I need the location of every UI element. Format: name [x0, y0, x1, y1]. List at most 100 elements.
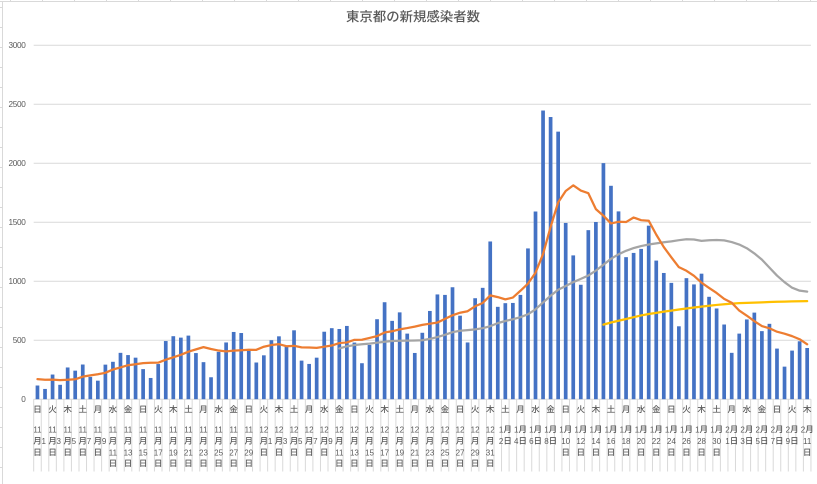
svg-text:18: 18 [622, 437, 631, 446]
svg-text:1: 1 [574, 425, 579, 434]
svg-text:4: 4 [514, 437, 519, 446]
svg-text:14: 14 [591, 437, 600, 446]
svg-text:12: 12 [425, 425, 434, 434]
svg-text:6: 6 [529, 437, 534, 446]
svg-text:9: 9 [786, 437, 791, 446]
svg-text:12: 12 [441, 425, 450, 434]
svg-text:29: 29 [244, 448, 253, 457]
svg-text:11: 11 [139, 425, 148, 434]
svg-text:2: 2 [740, 425, 745, 434]
svg-text:11: 11 [245, 425, 254, 434]
svg-text:19: 19 [395, 448, 404, 457]
svg-text:1: 1 [665, 425, 670, 434]
svg-text:1500: 1500 [8, 218, 26, 227]
svg-text:500: 500 [13, 336, 27, 345]
svg-text:16: 16 [607, 437, 616, 446]
svg-text:5: 5 [298, 437, 303, 446]
svg-text:11: 11 [109, 448, 118, 457]
svg-text:11: 11 [79, 425, 88, 434]
svg-text:3: 3 [283, 437, 288, 446]
svg-text:15: 15 [365, 448, 374, 457]
svg-text:11: 11 [230, 425, 239, 434]
svg-text:2: 2 [771, 425, 776, 434]
svg-text:7: 7 [771, 437, 776, 446]
svg-text:11: 11 [109, 425, 118, 434]
svg-text:9: 9 [102, 437, 107, 446]
svg-text:13: 13 [124, 448, 133, 457]
svg-text:1: 1 [268, 437, 273, 446]
svg-text:1: 1 [529, 425, 534, 434]
svg-text:1: 1 [589, 425, 594, 434]
svg-text:12: 12 [471, 425, 480, 434]
svg-text:11: 11 [199, 425, 208, 434]
svg-text:5: 5 [755, 437, 760, 446]
svg-text:27: 27 [456, 448, 465, 457]
svg-text:11: 11 [214, 425, 223, 434]
svg-text:30: 30 [712, 437, 721, 446]
svg-text:1: 1 [499, 425, 504, 434]
svg-text:2000: 2000 [8, 159, 26, 168]
svg-text:11: 11 [64, 425, 73, 434]
svg-text:11: 11 [184, 425, 193, 434]
svg-text:11: 11 [169, 425, 178, 434]
svg-text:31: 31 [486, 448, 495, 457]
svg-text:11: 11 [335, 448, 344, 457]
svg-text:1: 1 [514, 425, 519, 434]
svg-text:2: 2 [499, 437, 504, 446]
svg-text:3: 3 [740, 437, 745, 446]
svg-text:12: 12 [410, 425, 419, 434]
svg-text:1: 1 [635, 425, 640, 434]
svg-text:12: 12 [274, 425, 283, 434]
svg-text:26: 26 [682, 437, 691, 446]
svg-text:12: 12 [320, 425, 329, 434]
svg-text:12: 12 [290, 425, 299, 434]
svg-text:21: 21 [410, 448, 419, 457]
svg-text:1: 1 [620, 425, 625, 434]
svg-text:1: 1 [544, 425, 549, 434]
svg-text:1: 1 [680, 425, 685, 434]
svg-text:12: 12 [380, 425, 389, 434]
svg-text:12: 12 [395, 425, 404, 434]
svg-text:3: 3 [57, 437, 62, 446]
svg-text:25: 25 [214, 448, 223, 457]
svg-text:7: 7 [87, 437, 92, 446]
svg-text:1: 1 [725, 437, 730, 446]
svg-text:24: 24 [667, 437, 676, 446]
svg-text:17: 17 [154, 448, 163, 457]
svg-text:11: 11 [803, 437, 812, 446]
svg-text:12: 12 [259, 425, 268, 434]
svg-text:2: 2 [801, 425, 806, 434]
svg-text:28: 28 [697, 437, 706, 446]
svg-text:19: 19 [169, 448, 178, 457]
svg-text:3000: 3000 [8, 41, 26, 50]
svg-text:23: 23 [425, 448, 434, 457]
svg-text:25: 25 [441, 448, 450, 457]
svg-text:5: 5 [72, 437, 77, 446]
svg-text:12: 12 [365, 425, 374, 434]
svg-text:12: 12 [305, 425, 314, 434]
svg-text:0: 0 [21, 395, 26, 404]
svg-text:1: 1 [41, 437, 46, 446]
svg-text:13: 13 [350, 448, 359, 457]
svg-text:27: 27 [229, 448, 238, 457]
svg-text:2: 2 [755, 425, 760, 434]
svg-text:2: 2 [725, 425, 730, 434]
svg-text:12: 12 [456, 425, 465, 434]
svg-text:12: 12 [486, 425, 495, 434]
svg-text:1: 1 [695, 425, 700, 434]
svg-text:1: 1 [650, 425, 655, 434]
svg-text:1: 1 [605, 425, 610, 434]
svg-text:21: 21 [184, 448, 193, 457]
svg-text:10: 10 [561, 437, 570, 446]
svg-text:1: 1 [559, 425, 564, 434]
svg-text:11: 11 [48, 425, 57, 434]
svg-text:29: 29 [471, 448, 480, 457]
svg-text:11: 11 [33, 425, 42, 434]
svg-text:8: 8 [544, 437, 549, 446]
svg-text:9: 9 [328, 437, 333, 446]
svg-text:2: 2 [786, 425, 791, 434]
svg-text:1000: 1000 [8, 277, 26, 286]
svg-text:11: 11 [154, 425, 163, 434]
svg-text:20: 20 [637, 437, 646, 446]
svg-text:7: 7 [313, 437, 318, 446]
